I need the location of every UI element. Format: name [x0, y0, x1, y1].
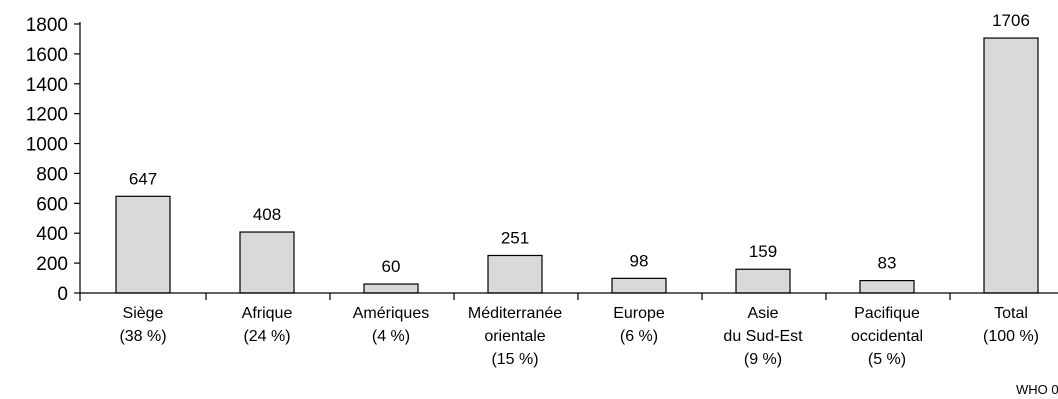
data-label: 98	[630, 251, 649, 270]
category-label: Asie	[747, 305, 778, 322]
category-label: Afrique	[242, 305, 293, 322]
category-label: (24 %)	[243, 328, 290, 345]
bars	[115, 37, 1039, 294]
y-axis: 0 200 400 600 800 1000 1200 1400 1600 1800	[26, 15, 81, 305]
bar	[611, 277, 667, 294]
category-label: (5 %)	[868, 351, 906, 368]
data-label: 251	[501, 228, 529, 247]
bar	[859, 279, 915, 294]
y-tick-label: 1400	[26, 75, 68, 96]
category-label: (38 %)	[119, 328, 166, 345]
data-label: 83	[878, 254, 897, 273]
category-label: (4 %)	[372, 328, 410, 345]
category-label: occidental	[851, 328, 923, 345]
data-label: 159	[749, 242, 777, 261]
bar	[239, 231, 295, 294]
x-axis	[80, 292, 1058, 300]
y-tick-label: 200	[36, 254, 68, 275]
y-tick-label: 600	[36, 194, 68, 215]
category-labels: Siège (38 %) Afrique (24 %) Amériques (4 %) Mé…	[119, 305, 1039, 368]
y-tick-label: 1600	[26, 45, 68, 66]
category-label: Pacifique	[854, 305, 920, 322]
category-label: Siège	[123, 305, 164, 322]
category-label: Amériques	[353, 305, 429, 322]
y-tick-label: 1200	[26, 105, 68, 126]
bar	[363, 283, 419, 294]
category-label: (6 %)	[620, 328, 658, 345]
category-label: (15 %)	[491, 351, 538, 368]
category-label: Europe	[613, 305, 665, 322]
y-tick-label: 0	[57, 284, 68, 305]
data-label: 1706	[992, 11, 1030, 30]
category-label: Méditerranée	[468, 305, 562, 322]
data-label: 60	[382, 257, 401, 276]
bar	[115, 195, 171, 294]
category-label: (100 %)	[983, 328, 1039, 345]
y-tick-label: 1000	[26, 135, 68, 156]
category-label: Total	[994, 305, 1028, 322]
data-label: 647	[129, 169, 157, 188]
bar	[735, 268, 791, 294]
data-label: 408	[253, 205, 281, 224]
category-label: orientale	[484, 328, 545, 345]
y-tick-label: 1800	[26, 15, 68, 36]
figure-code: WHO 09.1	[1016, 382, 1058, 397]
bar	[983, 37, 1039, 294]
category-label: du Sud-Est	[723, 328, 803, 345]
bar	[487, 254, 543, 294]
value-labels: 647 408 60 251 98 159 83 1706	[129, 11, 1030, 276]
y-tick-label: 400	[36, 224, 68, 245]
category-label: (9 %)	[744, 351, 782, 368]
y-tick-label: 800	[36, 164, 68, 185]
